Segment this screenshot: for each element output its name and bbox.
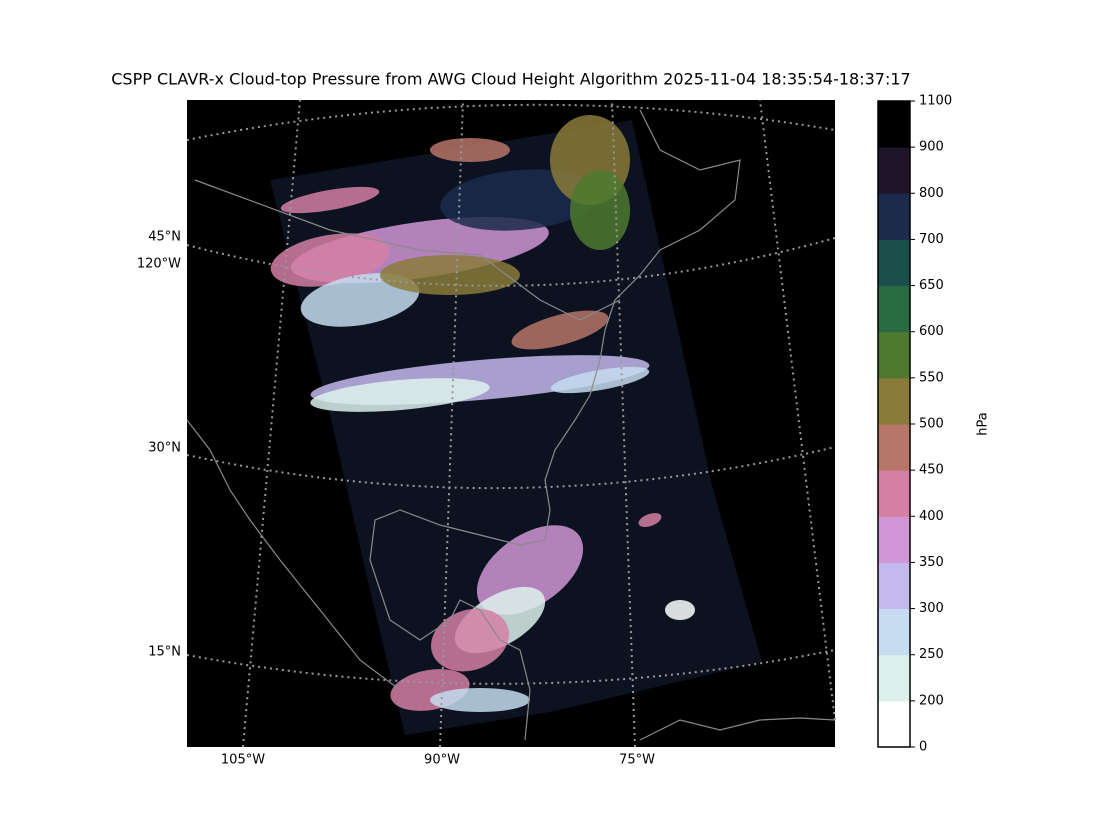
colorbar-tick-label: 600 xyxy=(919,324,944,339)
cloud xyxy=(570,170,630,250)
cloud xyxy=(310,378,490,412)
colorbar-segment xyxy=(878,193,910,240)
colorbar-tick-label: 900 xyxy=(919,140,944,155)
colorbar-tick-label: 800 xyxy=(919,186,944,201)
cloud xyxy=(430,138,510,162)
colorbar-segment xyxy=(878,470,910,517)
lon-label: 75°W xyxy=(619,753,655,768)
cloud xyxy=(430,688,530,712)
colorbar-tick-label: 700 xyxy=(919,232,944,247)
colorbar-segment xyxy=(878,239,910,287)
cloud xyxy=(300,273,420,327)
lat-label: 45°N xyxy=(148,230,181,245)
cloud xyxy=(280,186,380,214)
colorbar-segment xyxy=(878,608,910,656)
coastline xyxy=(639,717,836,741)
colorbar-segment xyxy=(878,147,910,194)
colorbar-tick-label: 650 xyxy=(919,278,944,293)
cloud xyxy=(550,366,650,394)
cloud xyxy=(270,233,390,287)
colorbar-label: hPa xyxy=(976,412,991,435)
colorbar-tick-label: 550 xyxy=(919,370,944,385)
colorbar-tick-label: 0 xyxy=(919,740,927,755)
lat-label: 15°N xyxy=(148,645,181,660)
colorbar-segment xyxy=(878,285,910,333)
graticule xyxy=(242,99,301,748)
graticule xyxy=(759,99,836,721)
cloud xyxy=(665,600,695,620)
cloud xyxy=(511,310,609,350)
map xyxy=(186,99,836,748)
colorbar-segment xyxy=(878,101,910,148)
colorbar-tick-label: 400 xyxy=(919,509,944,524)
coastline xyxy=(369,109,741,741)
colorbar: 0 200 250 300 350 400 450 500 550 600 650 700 800 900… xyxy=(877,94,952,755)
colorbar-segment xyxy=(878,516,910,563)
colorbar-tick-label: 450 xyxy=(919,463,944,478)
colorbar-tick-label: 500 xyxy=(919,417,944,432)
lat-label: 30°N xyxy=(148,441,181,456)
colorbar-tick-label: 1100 xyxy=(919,94,952,109)
colorbar-segment xyxy=(878,562,910,610)
lon-label: 105°W xyxy=(221,753,265,768)
colorbar-tick-label: 350 xyxy=(919,555,944,570)
cloud xyxy=(380,255,520,295)
colorbar-tick-label: 200 xyxy=(919,693,944,708)
coastline xyxy=(186,419,401,691)
colorbar-segment xyxy=(878,654,910,702)
colorbar-tick-label: 250 xyxy=(919,647,944,662)
lon-label: 120°W xyxy=(137,257,181,272)
graticule xyxy=(186,649,836,685)
cloud xyxy=(638,513,662,527)
colorbar-segment xyxy=(878,700,910,748)
colorbar-segment xyxy=(878,331,910,379)
colorbar-tick-label: 300 xyxy=(919,601,944,616)
graticule xyxy=(186,446,836,490)
colorbar-segment xyxy=(878,424,910,471)
graticule xyxy=(186,103,836,141)
map-title: CSPP CLAVR-x Cloud-top Pressure from AWG… xyxy=(111,70,910,89)
border xyxy=(194,179,621,321)
colorbar-segment xyxy=(878,377,910,425)
lon-label: 90°W xyxy=(424,753,460,768)
